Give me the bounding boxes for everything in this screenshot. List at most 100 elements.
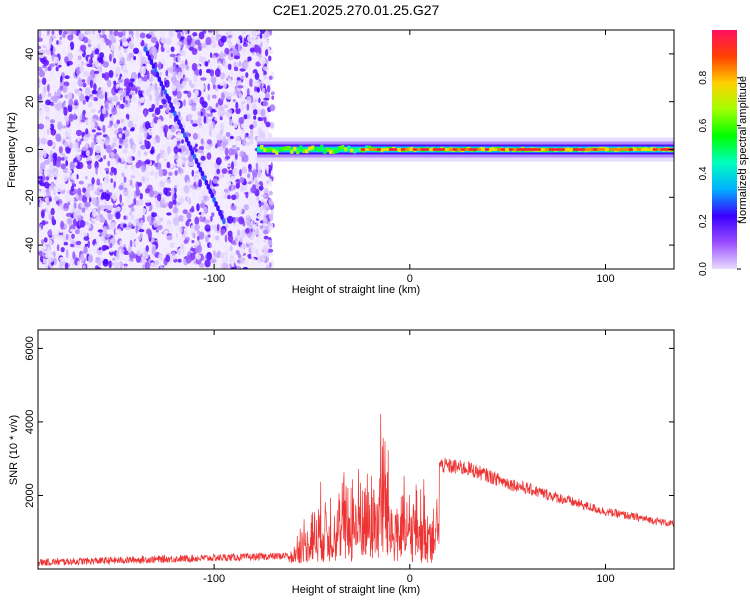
noise-blob bbox=[130, 214, 135, 221]
noise-blob bbox=[128, 212, 133, 216]
noise-blob bbox=[210, 215, 213, 222]
noise-blob bbox=[252, 184, 256, 191]
signal-segment bbox=[284, 146, 288, 151]
noise-blob bbox=[183, 239, 189, 244]
noise-blob bbox=[47, 139, 53, 147]
noise-blob bbox=[259, 232, 262, 241]
noise-blob bbox=[116, 233, 119, 241]
spectrogram-panel: -100 0 100 -40 -20 0 20 40 Height of straight l… bbox=[6, 29, 675, 296]
noise-blob bbox=[262, 244, 269, 254]
noise-blob bbox=[54, 154, 57, 162]
noise-blob bbox=[138, 90, 143, 97]
noise-blob bbox=[96, 258, 102, 267]
noise-blob bbox=[69, 161, 75, 170]
noise-blob bbox=[155, 203, 161, 208]
noise-blob bbox=[77, 122, 80, 130]
noise-blob bbox=[158, 127, 162, 132]
strong-signal-segment bbox=[516, 148, 522, 151]
streak-blob bbox=[222, 218, 226, 225]
noise-blob bbox=[196, 254, 201, 260]
noise-blob bbox=[141, 119, 145, 124]
noise-blob bbox=[235, 179, 241, 183]
noise-blob bbox=[122, 223, 127, 229]
strong-signal-segment bbox=[644, 148, 650, 151]
noise-blob bbox=[180, 36, 185, 40]
noise-blob bbox=[97, 56, 103, 62]
strong-signal-segment bbox=[484, 148, 490, 151]
noise-blob bbox=[57, 69, 62, 77]
noise-blob bbox=[106, 79, 112, 88]
noise-blob bbox=[79, 161, 83, 169]
noise-blob bbox=[258, 97, 261, 104]
noise-blob bbox=[213, 250, 216, 256]
noise-blob bbox=[200, 155, 206, 161]
noise-blob bbox=[219, 72, 226, 80]
noise-blob bbox=[102, 61, 109, 68]
noise-blob bbox=[124, 143, 129, 149]
noise-blob bbox=[46, 118, 49, 125]
noise-blob bbox=[137, 171, 141, 178]
noise-blob bbox=[45, 221, 49, 225]
noise-blob bbox=[149, 170, 155, 176]
noise-blob bbox=[196, 245, 202, 253]
noise-blob bbox=[186, 78, 190, 82]
noise-blob bbox=[64, 141, 69, 148]
noise-blob bbox=[123, 117, 129, 127]
noise-blob bbox=[139, 124, 143, 133]
noise-blob bbox=[77, 91, 82, 97]
noise-blob bbox=[263, 235, 269, 240]
signal-segment bbox=[296, 150, 300, 155]
noise-blob bbox=[235, 38, 241, 44]
noise-blob bbox=[233, 55, 240, 60]
noise-blob bbox=[171, 251, 176, 256]
streak-blob bbox=[151, 63, 156, 70]
noise-blob bbox=[106, 234, 111, 238]
noise-blob bbox=[243, 103, 246, 112]
noise-blob bbox=[233, 185, 236, 190]
noise-blob bbox=[95, 236, 100, 244]
noise-blob bbox=[269, 104, 276, 112]
noise-blob bbox=[91, 177, 95, 185]
noise-blob bbox=[92, 30, 95, 35]
signal-segment bbox=[341, 145, 345, 150]
noise-blob bbox=[144, 160, 151, 165]
noise-blob bbox=[155, 229, 159, 233]
strong-signal-segment bbox=[452, 148, 458, 151]
noise-blob bbox=[180, 50, 186, 57]
noise-blob bbox=[241, 166, 247, 174]
noise-blob bbox=[91, 220, 96, 224]
noise-blob bbox=[248, 168, 253, 173]
colorbar-tick-label: 0.2 bbox=[698, 214, 709, 228]
noise-blob bbox=[43, 59, 49, 66]
strong-signal-segment bbox=[612, 148, 618, 151]
noise-blob bbox=[165, 107, 170, 114]
noise-blob bbox=[254, 211, 257, 220]
noise-blob bbox=[230, 175, 236, 183]
noise-blob bbox=[245, 227, 250, 234]
noise-blob bbox=[98, 164, 102, 173]
noise-blob bbox=[60, 163, 66, 170]
noise-blob bbox=[176, 196, 180, 200]
noise-blob bbox=[139, 192, 143, 200]
noise-blob bbox=[61, 182, 65, 191]
noise-blob bbox=[53, 185, 58, 195]
noise-blob bbox=[215, 33, 220, 42]
noise-blob bbox=[72, 147, 79, 153]
strong-signal-segment bbox=[448, 148, 454, 151]
noise-blob bbox=[238, 93, 243, 99]
noise-blob bbox=[182, 157, 188, 161]
noise-blob bbox=[266, 93, 271, 98]
noise-blob bbox=[81, 79, 86, 83]
noise-blob bbox=[240, 243, 246, 250]
noise-blob bbox=[38, 53, 45, 59]
noise-blob bbox=[44, 67, 48, 72]
noise-blob bbox=[166, 248, 170, 254]
noise-blob bbox=[186, 218, 192, 223]
noise-blob bbox=[68, 99, 74, 106]
strong-signal-segment bbox=[588, 148, 594, 151]
noise-blob bbox=[50, 35, 56, 39]
strong-signal-segment bbox=[480, 148, 486, 151]
noise-blob bbox=[65, 160, 69, 167]
noise-blob bbox=[202, 30, 207, 34]
noise-blob bbox=[47, 246, 50, 255]
